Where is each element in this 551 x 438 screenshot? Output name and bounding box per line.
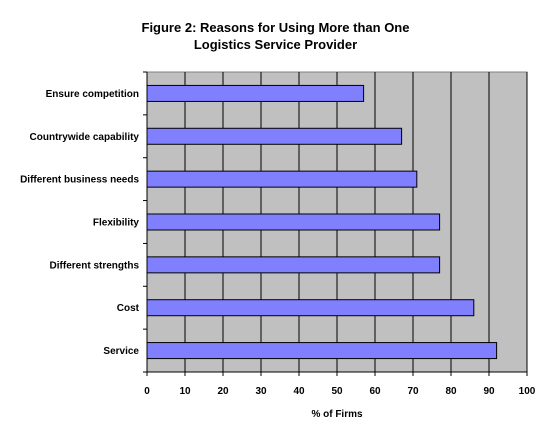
x-tick-label-90: 90 xyxy=(483,386,495,397)
category-label: Different strengths xyxy=(50,260,140,271)
x-tick-label-40: 40 xyxy=(293,386,305,397)
x-tick-label-0: 0 xyxy=(144,386,150,397)
bar-ensure-competition xyxy=(146,84,365,102)
bar-service xyxy=(146,342,498,360)
x-tick-label-70: 70 xyxy=(407,386,419,397)
bar-countrywide-capability xyxy=(146,127,403,145)
category-label: Countrywide capability xyxy=(30,132,140,143)
x-axis-label: % of Firms xyxy=(311,409,363,420)
chart-title-line-1: Figure 2: Reasons for Using More than On… xyxy=(141,20,410,35)
chart-title-line-2: Logistics Service Provider xyxy=(193,37,358,52)
x-tick-label-50: 50 xyxy=(331,386,343,397)
x-tick-label-60: 60 xyxy=(369,386,381,397)
category-label: Service xyxy=(103,346,139,357)
category-label: Different business needs xyxy=(20,175,139,186)
bar-different-strengths xyxy=(146,256,441,274)
bar-flexibility xyxy=(146,213,441,231)
bar-cost xyxy=(146,299,475,317)
category-label: Flexibility xyxy=(93,218,140,229)
x-tick-label-80: 80 xyxy=(445,386,457,397)
x-tick-label-30: 30 xyxy=(255,386,267,397)
x-tick-label-10: 10 xyxy=(179,386,191,397)
bar-different-business-needs xyxy=(146,170,418,188)
category-label: Ensure competition xyxy=(46,89,139,100)
x-tick-label-100: 100 xyxy=(519,386,536,397)
category-label: Cost xyxy=(117,303,140,314)
x-tick-label-20: 20 xyxy=(217,386,229,397)
